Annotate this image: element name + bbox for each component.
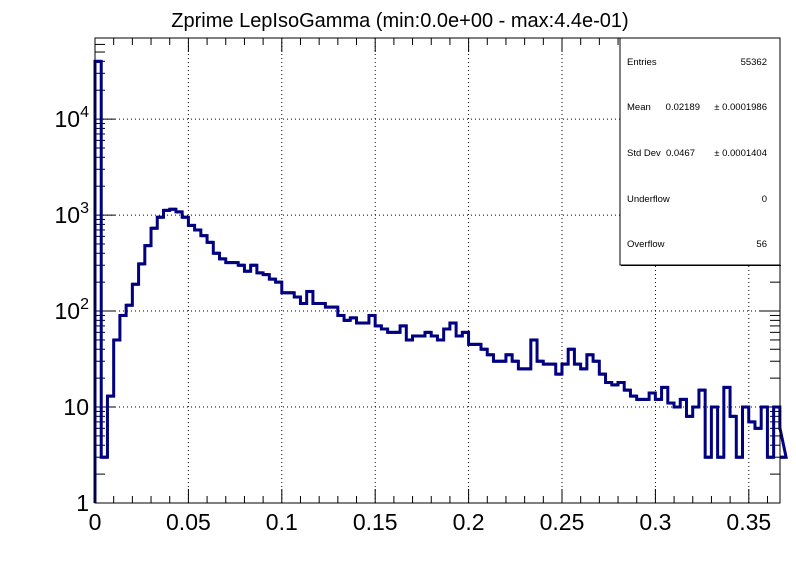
stats-stddev-value: 0.0467 (666, 148, 695, 159)
x-tick-label: 0.25 (540, 509, 585, 535)
x-tick-label: 0.1 (266, 509, 298, 535)
y-tick-label: 10 (63, 394, 89, 420)
stats-entries-value: 55362 (741, 57, 767, 68)
x-tick-label: 0.3 (639, 509, 671, 535)
y-tick-label: 1 (76, 490, 89, 516)
stats-underflow-label: Underflow (627, 194, 670, 205)
stats-entries-label: Entries (627, 57, 657, 68)
stats-overflow-value: 56 (756, 239, 767, 250)
stats-overflow-label: Overflow (627, 239, 665, 250)
stats-stddev-label: Std Dev (627, 148, 661, 159)
stats-mean-label: Mean (627, 102, 651, 113)
x-tick-label: 0.05 (166, 509, 211, 535)
x-tick-label: 0.2 (453, 509, 485, 535)
plot-frame (94, 37, 781, 504)
y-tick-labels: 1 10 102 103 104 (55, 104, 90, 516)
x-tick-label: 0.35 (726, 509, 771, 535)
y-tick-label: 102 (55, 296, 90, 324)
chart-title: Zprime LepIsoGamma (min:0.0e+00 - max:4.… (171, 10, 628, 32)
stats-mean-error: ± 0.0001986 (714, 102, 767, 113)
x-tick-labels: 0 0.05 0.1 0.15 0.2 0.25 0.3 0.35 (89, 509, 772, 535)
histogram-series (93, 59, 788, 503)
stats-box: Entries 55362 Mean 0.02189 ± 0.0001986 S… (619, 37, 781, 266)
stats-stddev-error: ± 0.0001404 (714, 148, 767, 159)
histogram-outline (93, 59, 788, 503)
stats-underflow-value: 0 (762, 194, 767, 205)
stats-box-shadow (621, 265, 781, 266)
grid-lines (95, 38, 780, 503)
stats-mean-value: 0.02189 (666, 102, 700, 113)
x-tick-label: 0.15 (353, 509, 398, 535)
x-tick-label: 0 (89, 509, 102, 535)
y-tick-label: 104 (55, 104, 90, 132)
y-tick-label: 103 (55, 200, 90, 228)
